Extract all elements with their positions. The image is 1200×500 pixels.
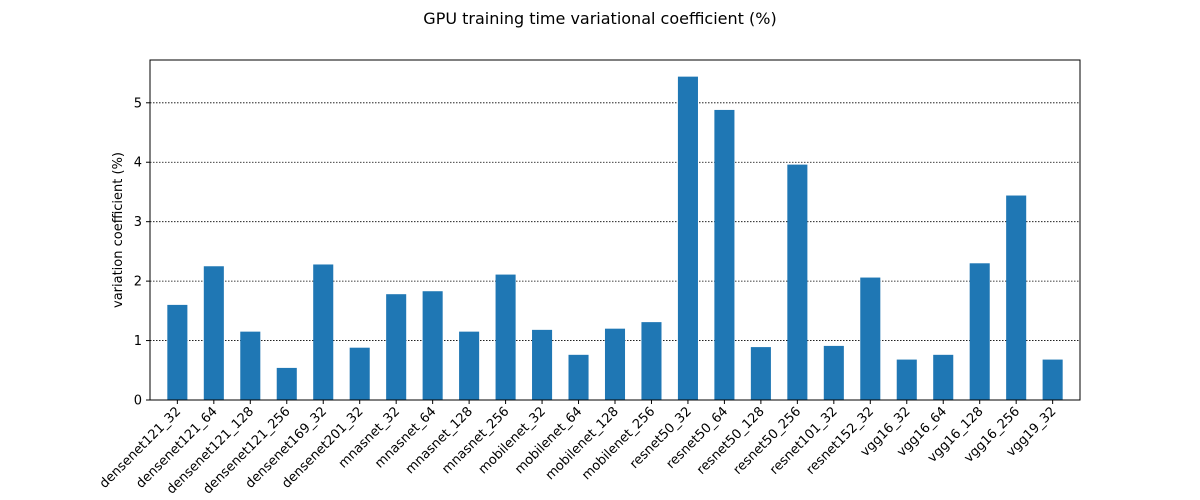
bar-layer: [167, 76, 1063, 401]
bar-densenet169_32: [313, 264, 334, 400]
bar-resnet50_128: [750, 347, 771, 400]
y-tick-label: 2: [134, 275, 142, 290]
bar-densenet121_128: [240, 331, 261, 400]
chart-title: GPU training time variational coefficien…: [423, 9, 776, 28]
bar-resnet50_32: [677, 76, 698, 400]
y-tick-label: 4: [134, 156, 142, 171]
y-tick-label: 5: [134, 96, 142, 111]
y-axis-label: variation coefficient (%): [111, 152, 126, 308]
bar-resnet50_256: [787, 164, 808, 400]
bar-vgg16_128: [969, 263, 990, 400]
y-tick-label: 0: [134, 394, 142, 409]
y-axis-ticks: 0 1 2 3 4 5: [134, 96, 150, 409]
bar-densenet121_64: [203, 266, 224, 400]
bar-resnet152_32: [860, 277, 881, 400]
bar-mnasnet_32: [386, 294, 407, 400]
grid-layer: [150, 102, 1080, 341]
bar-resnet50_64: [714, 109, 735, 401]
bar-mobilenet_32: [532, 329, 553, 400]
bar-mnasnet_256: [495, 274, 516, 400]
plot-frame: [149, 59, 1081, 401]
bar-mobilenet_256: [641, 322, 662, 400]
y-tick-label: 3: [134, 215, 142, 230]
bar-mnasnet_64: [422, 291, 443, 400]
bar-densenet121_256: [276, 367, 297, 400]
bar-vgg19_32: [1042, 359, 1063, 400]
bar-mobilenet_128: [604, 328, 626, 400]
bar-densenet121_32: [167, 304, 188, 400]
bar-resnet101_32: [823, 345, 844, 400]
bar-densenet201_32: [349, 347, 370, 400]
bar-vgg16_64: [933, 354, 954, 400]
y-tick-label: 1: [134, 334, 142, 349]
bar-mnasnet_128: [459, 331, 480, 400]
bar-vgg16_256: [1006, 195, 1027, 400]
bar-mobilenet_64: [568, 354, 589, 400]
x-axis-ticks: densenet121_32densenet121_64densenet121_…: [97, 400, 1059, 497]
bar-vgg16_32: [896, 359, 917, 400]
